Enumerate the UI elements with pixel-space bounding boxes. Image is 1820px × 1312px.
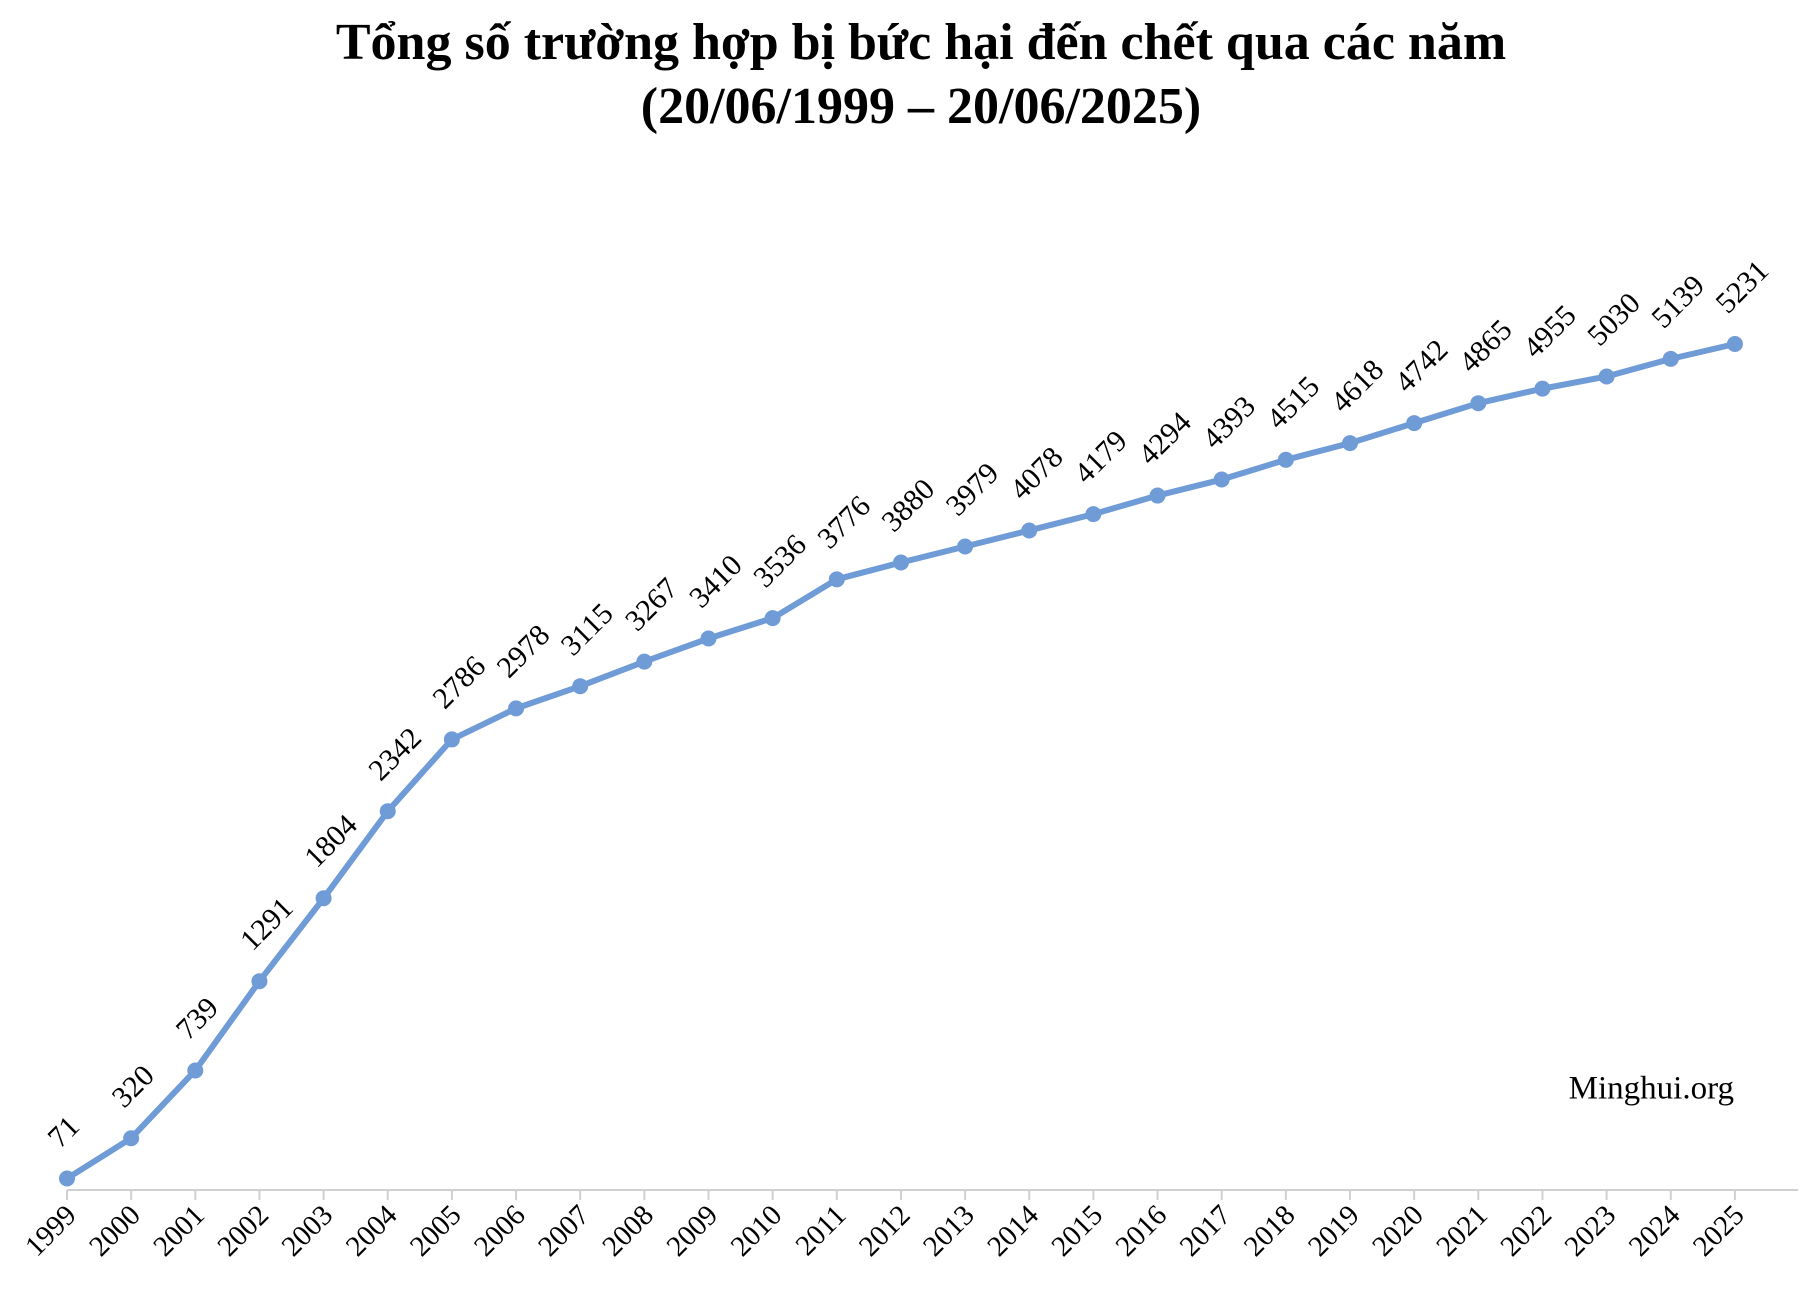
marker xyxy=(1598,368,1615,385)
marker xyxy=(123,1130,140,1147)
x-tick-label: 2007 xyxy=(532,1199,596,1263)
data-label: 4865 xyxy=(1453,313,1519,379)
data-label: 3410 xyxy=(683,549,749,615)
marker xyxy=(1726,336,1743,352)
marker xyxy=(1213,471,1230,488)
x-tick-label: 2011 xyxy=(790,1199,853,1262)
x-tick-label: 2012 xyxy=(853,1199,917,1263)
data-label: 1804 xyxy=(298,808,364,874)
data-label: 3979 xyxy=(940,457,1006,523)
marker xyxy=(1277,451,1294,468)
data-label: 5030 xyxy=(1581,287,1647,353)
data-label: 4955 xyxy=(1517,299,1583,365)
data-label: 4078 xyxy=(1004,441,1070,507)
x-tick-label: 2019 xyxy=(1302,1199,1366,1263)
x-tick-label: 2006 xyxy=(468,1199,532,1263)
data-label: 1291 xyxy=(234,891,300,957)
x-tick-label: 2004 xyxy=(340,1199,404,1263)
x-tick-label: 2013 xyxy=(917,1199,981,1263)
x-tick-label: 2024 xyxy=(1623,1199,1687,1263)
data-label: 3880 xyxy=(875,473,941,539)
x-tick-label: 2020 xyxy=(1366,1199,1430,1263)
x-tick-label: 2025 xyxy=(1687,1199,1751,1263)
marker xyxy=(508,700,525,717)
marker xyxy=(1149,487,1166,504)
marker xyxy=(892,554,909,571)
data-label: 71 xyxy=(41,1110,86,1155)
data-label: 4742 xyxy=(1389,333,1455,399)
data-label: 3267 xyxy=(619,572,685,638)
marker xyxy=(1534,380,1551,397)
marker xyxy=(59,1170,75,1187)
marker xyxy=(957,538,974,555)
marker xyxy=(251,973,268,990)
x-tick-label: 2017 xyxy=(1174,1199,1238,1263)
x-tick-label: 2005 xyxy=(404,1199,468,1263)
marker xyxy=(1470,395,1487,412)
marker xyxy=(828,571,845,588)
marker xyxy=(1662,350,1679,367)
x-tick-label: 2001 xyxy=(147,1199,211,1263)
marker xyxy=(572,678,589,695)
data-label: 4179 xyxy=(1068,424,1134,490)
x-tick-label: 2018 xyxy=(1238,1199,1302,1263)
data-label: 3776 xyxy=(811,489,877,555)
data-label: 3536 xyxy=(747,528,813,594)
x-tick-label: 2021 xyxy=(1430,1199,1494,1263)
chart-title: Tổng số trường hợp bị bức hại đến chết q… xyxy=(336,14,1506,71)
x-tick-label: 2009 xyxy=(661,1199,725,1263)
data-label: 320 xyxy=(106,1059,161,1114)
marker xyxy=(1406,415,1423,432)
data-label: 5139 xyxy=(1645,269,1711,335)
x-tick-label: 2003 xyxy=(276,1199,340,1263)
marker xyxy=(636,653,653,670)
x-tick-label: 2016 xyxy=(1110,1199,1174,1263)
marker xyxy=(1085,506,1102,523)
data-label: 5231 xyxy=(1709,254,1775,320)
marker xyxy=(1021,522,1038,539)
line xyxy=(65,341,1736,1182)
data-label: 4294 xyxy=(1132,406,1198,472)
data-label: 4618 xyxy=(1324,353,1390,419)
chart-subtitle: (20/06/1999 – 20/06/2025) xyxy=(641,78,1201,135)
data-label: 4393 xyxy=(1196,390,1262,456)
x-tick-label: 2015 xyxy=(1045,1199,1109,1263)
marker xyxy=(379,803,396,820)
x-tick-label: 2002 xyxy=(211,1199,275,1263)
x-tick-label: 2022 xyxy=(1494,1199,1558,1263)
data-label: 4515 xyxy=(1260,370,1326,436)
data-label: 2978 xyxy=(491,618,557,684)
marker xyxy=(700,630,717,647)
annotation: Minghui.org xyxy=(1569,1071,1734,1107)
x-tick-label: 2010 xyxy=(725,1199,789,1263)
x-tick-label: 2014 xyxy=(981,1199,1045,1263)
marker xyxy=(443,731,460,748)
data-label: 2786 xyxy=(426,649,492,715)
marker xyxy=(1342,435,1358,452)
marker xyxy=(764,610,781,627)
marker xyxy=(315,890,332,907)
x-tick-label: 1999 xyxy=(19,1199,83,1263)
x-tick-label: 2023 xyxy=(1559,1199,1623,1263)
x-tick-label: 2000 xyxy=(83,1199,147,1263)
data-label: 3115 xyxy=(555,597,620,662)
x-tick-label: 2008 xyxy=(596,1199,660,1263)
marker xyxy=(187,1062,204,1079)
